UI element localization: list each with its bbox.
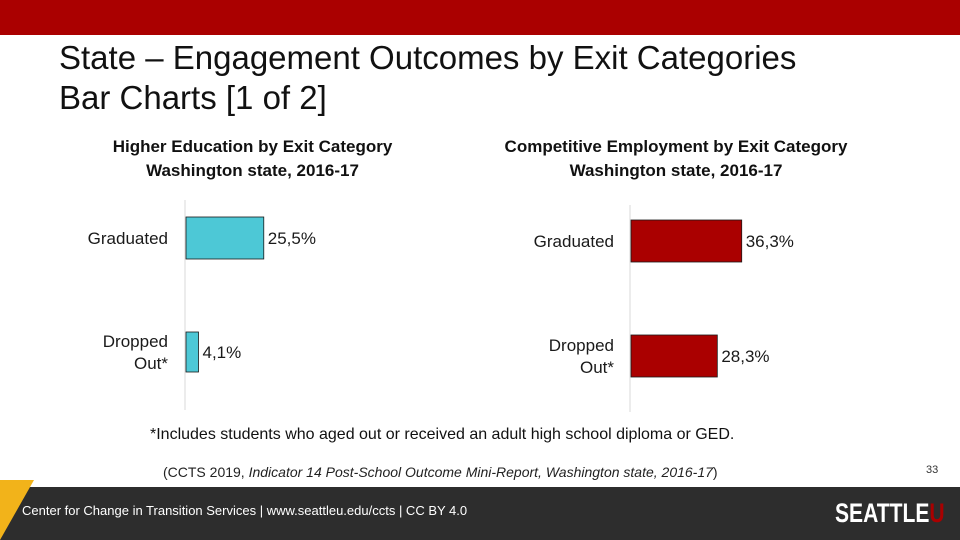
chart1-title: Higher Education by Exit Category Washin…	[60, 135, 445, 183]
chart2-category-label-1-1: Out*	[580, 358, 614, 377]
chart2-bar-1	[630, 334, 718, 378]
chart2-bar-0	[630, 219, 743, 263]
citation-open: (CCTS 2019,	[163, 464, 249, 480]
seattle-u-logo: SEATTLEU	[835, 498, 945, 529]
chart1-title-line1: Higher Education by Exit Category	[112, 137, 393, 156]
chart1-category-label-0-0: Graduated	[88, 229, 168, 248]
chart2-title-line2: Washington state, 2016-17	[569, 161, 783, 180]
slide-title-line1: State – Engagement Outcomes by Exit Cate…	[59, 39, 797, 76]
footnote: *Includes students who aged out or recei…	[150, 426, 735, 443]
chart1-value-label-1: 4,1%	[203, 343, 242, 362]
chart2-category-label-0-0: Graduated	[534, 232, 614, 251]
chart2-title: Competitive Employment by Exit Category …	[470, 135, 882, 183]
chart1-bar-1	[185, 331, 199, 373]
footer-text: Center for Change in Transition Services…	[22, 503, 468, 518]
chart2-category-label-1-0: Dropped	[549, 336, 614, 355]
footer-accent-triangle	[0, 480, 34, 540]
citation-close: )	[712, 464, 718, 480]
chart2-value-label-1: 28,3%	[721, 347, 769, 366]
top-accent-bar	[0, 0, 960, 35]
chart1-category-label-1-1: Out*	[134, 354, 168, 373]
chart1-category-label-1-0: Dropped	[103, 332, 168, 351]
footer-bar	[0, 487, 960, 540]
chart1-title-line2: Washington state, 2016-17	[146, 161, 359, 180]
chart2-value-label-0: 36,3%	[746, 232, 794, 251]
chart1-bar-0	[185, 216, 265, 260]
logo-accent: U	[929, 498, 945, 528]
citation: (CCTS 2019, Indicator 14 Post-School Out…	[163, 462, 718, 482]
logo-main: SEATTLE	[835, 498, 930, 528]
slide-title-line2: Bar Charts [1 of 2]	[59, 79, 327, 116]
citation-title: Indicator 14 Post-School Outcome Mini-Re…	[248, 464, 713, 480]
chart2-title-line1: Competitive Employment by Exit Category	[504, 137, 848, 156]
chart1-value-label-0: 25,5%	[268, 229, 316, 248]
slide-title: State – Engagement Outcomes by Exit Cate…	[59, 38, 919, 118]
page-number: 33	[926, 464, 939, 476]
